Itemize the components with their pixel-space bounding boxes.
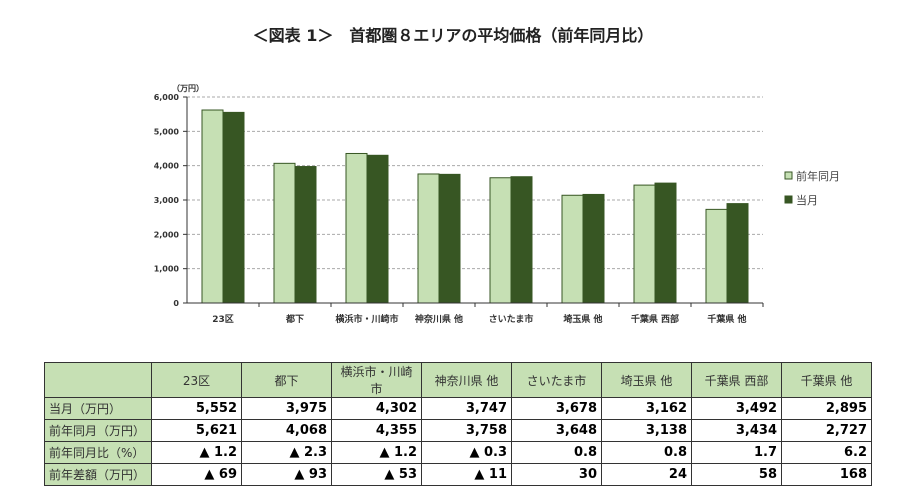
column-header: 都下 xyxy=(241,362,332,398)
x-tick-label: 埼玉県 他 xyxy=(563,313,602,325)
table-row: 前年差額（万円） ▲ 69 ▲ 93 ▲ 53 ▲ 11 30 24 58 168 xyxy=(44,463,872,486)
figure-title: ＜図表 1＞ 首都圏８エリアの平均価格（前年同月比） xyxy=(252,26,654,45)
table-cell: 2,895 xyxy=(781,397,872,420)
legend-label: 当月 xyxy=(796,193,818,207)
table-cell: 6.2 xyxy=(781,441,872,464)
y-tick-label: 1,000 xyxy=(154,265,180,274)
table-cell: 3,648 xyxy=(511,419,602,442)
x-tick-label: 千葉県 他 xyxy=(707,313,746,325)
bar-current xyxy=(222,111,245,304)
legend-label: 前年同月 xyxy=(796,169,840,183)
bar-current xyxy=(726,203,749,304)
table-cell: ▲ 69 xyxy=(151,463,242,486)
y-tick-label: 0 xyxy=(173,299,179,308)
bar-prev-year xyxy=(489,177,512,304)
y-tick-label: 2,000 xyxy=(154,230,180,239)
y-tick-label: 6,000 xyxy=(154,93,180,102)
table-cell: 3,747 xyxy=(421,397,512,420)
column-header: 千葉県 西部 xyxy=(691,362,782,398)
bar-prev-year xyxy=(561,194,584,304)
table-cell: ▲ 0.3 xyxy=(421,441,512,464)
y-axis-unit: （万円） xyxy=(172,83,204,93)
table-header-row: 23区 都下 横浜市・川崎市 神奈川県 他さいたま市 埼玉県 他千葉県 西部 千葉県 他 xyxy=(44,362,872,398)
bar-prev-year xyxy=(201,109,224,304)
column-header: 埼玉県 他 xyxy=(601,362,692,398)
x-tick-label: 千葉県 西部 xyxy=(631,313,679,325)
table-cell: 1.7 xyxy=(691,441,782,464)
table-cell: 3,162 xyxy=(601,397,692,420)
table-cell: ▲ 93 xyxy=(241,463,332,486)
table-cell: 3,434 xyxy=(691,419,782,442)
table-cell: 3,492 xyxy=(691,397,782,420)
bar-prev-year xyxy=(273,162,296,304)
table-cell: 2,727 xyxy=(781,419,872,442)
table-row: 前年同月比（%） ▲ 1.2 ▲ 2.3 ▲ 1.2 ▲ 0.3 0.8 0.8 1.7 6.2 xyxy=(44,441,872,464)
table-cell: ▲ 1.2 xyxy=(331,441,422,464)
bar-current xyxy=(654,182,677,304)
table-cell: 58 xyxy=(691,463,782,486)
legend-swatch xyxy=(784,171,793,180)
bar-prev-year xyxy=(345,152,368,304)
table-cell: 3,758 xyxy=(421,419,512,442)
bar-current xyxy=(582,193,605,304)
bar-prev-year xyxy=(417,173,440,304)
table-cell: 0.8 xyxy=(601,441,692,464)
column-header: さいたま市 xyxy=(511,362,602,398)
bar-prev-year xyxy=(633,184,656,304)
data-table: 23区 都下 横浜市・川崎市 神奈川県 他さいたま市 埼玉県 他千葉県 西部 千葉県 他当… xyxy=(44,362,872,486)
table-cell: 24 xyxy=(601,463,692,486)
table-cell: 4,068 xyxy=(241,419,332,442)
table-cell: 168 xyxy=(781,463,872,486)
row-header: 当月（万円） xyxy=(44,397,152,420)
legend-swatch xyxy=(784,195,793,204)
table-row: 前年同月（万円） 5,621 4,068 4,355 3,758 3,648 3,138 3,… xyxy=(44,419,872,442)
y-tick-label: 3,000 xyxy=(154,196,180,205)
table-cell: ▲ 1.2 xyxy=(151,441,242,464)
column-header: 千葉県 他 xyxy=(781,362,872,398)
table-cell: ▲ 2.3 xyxy=(241,441,332,464)
table-cell: 5,621 xyxy=(151,419,242,442)
x-tick-label: さいたま市 xyxy=(489,313,534,325)
x-tick-label: 神奈川県 他 xyxy=(415,313,463,325)
y-tick-label: 5,000 xyxy=(154,127,180,136)
table-cell: 4,302 xyxy=(331,397,422,420)
bar-current xyxy=(366,154,389,304)
column-header: 23区 xyxy=(151,362,242,398)
table-row: 当月（万円） 5,552 3,975 4,302 3,747 3,678 3,162 3,49… xyxy=(44,397,872,420)
column-header: 神奈川県 他 xyxy=(421,362,512,398)
table-cell: 5,552 xyxy=(151,397,242,420)
x-tick-label: 23区 xyxy=(212,314,234,325)
table-cell: 30 xyxy=(511,463,602,486)
row-header: 前年同月（万円） xyxy=(44,419,152,442)
y-tick-label: 4,000 xyxy=(154,162,180,171)
table-cell: 3,678 xyxy=(511,397,602,420)
table-cell: ▲ 11 xyxy=(421,463,512,486)
row-header: 前年差額（万円） xyxy=(44,463,152,486)
corner-cell xyxy=(44,362,152,398)
table-cell: 0.8 xyxy=(511,441,602,464)
table-cell: 3,975 xyxy=(241,397,332,420)
bar-current xyxy=(438,173,461,304)
table-cell: ▲ 53 xyxy=(331,463,422,486)
row-header: 前年同月比（%） xyxy=(44,441,152,464)
table-cell: 3,138 xyxy=(601,419,692,442)
bar-chart: （万円） 0 1,000 2,000 3,000 4,000 5,000 6,000 23区 都下… xyxy=(154,83,840,325)
x-tick-label: 横浜市・川崎市 xyxy=(335,313,398,325)
x-tick-label: 都下 xyxy=(285,313,304,325)
bar-prev-year xyxy=(705,208,728,304)
bar-current xyxy=(510,176,533,304)
bar-current xyxy=(294,166,317,304)
table-cell: 4,355 xyxy=(331,419,422,442)
column-header: 横浜市・川崎市 xyxy=(331,362,422,398)
